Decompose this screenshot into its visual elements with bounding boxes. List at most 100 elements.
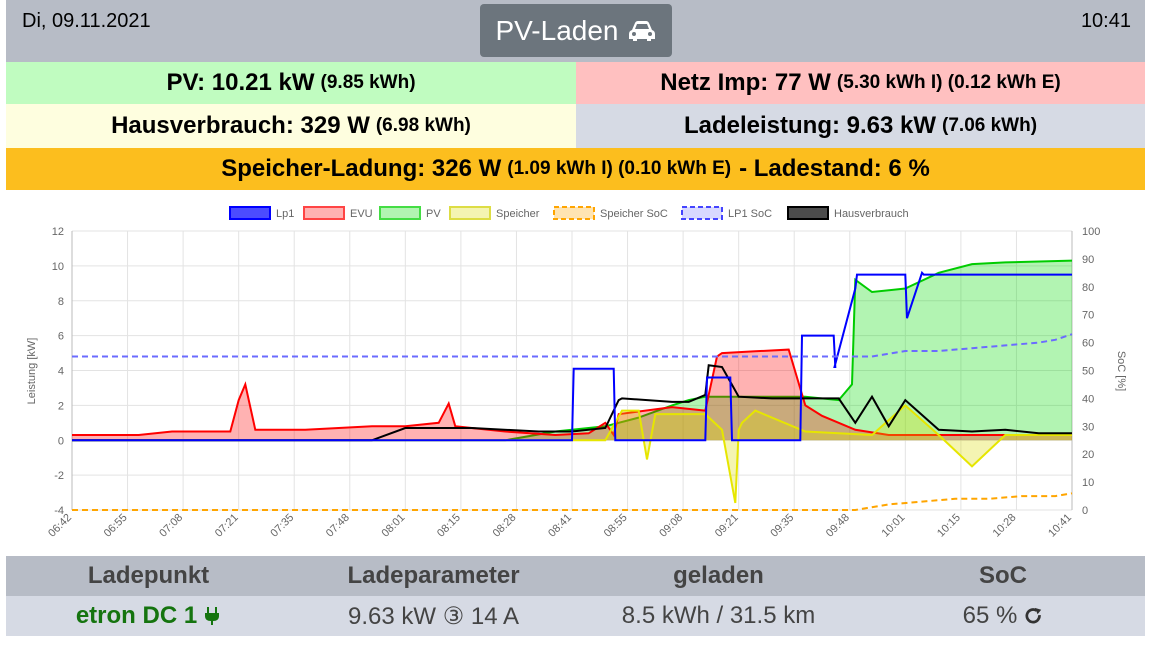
legend-swatch-lp1-soc [681, 206, 723, 220]
x-tick-label: 07:48 [324, 512, 352, 540]
header-geladen: geladen [673, 562, 764, 589]
y-tick-label: 6 [58, 331, 64, 343]
legend-swatch-pv [379, 206, 421, 220]
charging-power: Ladeleistung: 9.63 kW [683, 112, 937, 139]
grid-summary: Netz Imp: 77 W (5.30 kWh I) (0.12 kWh E) [576, 62, 1145, 104]
y-tick-label: -2 [54, 470, 64, 482]
legend-swatch-speicher [449, 206, 491, 220]
y2-tick-label: 30 [1082, 421, 1094, 433]
charging-summary: Ladeleistung: 9.63 kW (7.06 kWh) [576, 104, 1145, 148]
summary-row-2: Hausverbrauch: 329 W (6.98 kWh) Ladeleis… [6, 104, 1145, 148]
loadpoint-table-header: Ladepunkt Ladeparameter geladen SoC [6, 556, 1145, 596]
y-tick-label: -4 [54, 505, 64, 517]
pv-energy: (9.85 kWh) [320, 72, 416, 93]
y2-tick-label: 80 [1082, 282, 1094, 294]
legend-label-speicher-soc: Speicher SoC [600, 208, 668, 220]
legend-swatch-speicher-soc [553, 206, 595, 220]
charge-mode-button[interactable]: PV-Laden [480, 4, 672, 57]
x-tick-label: 07:08 [157, 512, 185, 540]
loadpoint-name: etron DC 1 [75, 602, 198, 629]
y-tick-label: 2 [58, 400, 64, 412]
y2-tick-label: 20 [1082, 449, 1094, 461]
header-bar: Di, 09.11.2021 PV-Laden 10:41 [6, 0, 1145, 62]
refresh-icon[interactable] [1025, 606, 1043, 626]
y2-tick-label: 10 [1082, 477, 1094, 489]
x-tick-label: 07:35 [268, 512, 296, 540]
loadpoint-params: 9.63 kW ③ 14 A [348, 602, 519, 630]
x-tick-label: 09:48 [824, 512, 852, 540]
y2-axis-label: SoC [%] [1115, 351, 1127, 391]
x-tick-label: 07:21 [213, 512, 241, 540]
legend-label-lp1: Lp1 [276, 208, 294, 220]
x-tick-label: 08:41 [546, 512, 574, 540]
date-label: Di, 09.11.2021 [22, 10, 151, 32]
y2-tick-label: 50 [1082, 366, 1094, 378]
series-line-speicher [72, 404, 1072, 504]
charge-mode-label: PV-Laden [495, 14, 619, 46]
loadpoint-charged: 8.5 kWh / 31.5 km [621, 602, 816, 629]
storage-level: - Ladestand: 6 % [739, 155, 930, 182]
x-tick-label: 10:28 [991, 512, 1019, 540]
y-tick-label: 10 [52, 261, 64, 273]
y-tick-label: 8 [58, 296, 64, 308]
series-line-hausverbrauch [72, 364, 1072, 442]
pv-summary: PV: 10.21 kW (9.85 kWh) [6, 62, 576, 104]
loadpoint-soc-value: 65 % [962, 602, 1018, 629]
y-tick-label: 12 [52, 226, 64, 238]
x-tick-label: 08:28 [491, 512, 519, 540]
pv-power: PV: 10.21 kW [166, 69, 315, 96]
x-tick-label: 10:15 [935, 512, 963, 540]
series-line-lp1-soc [72, 333, 1073, 358]
legend-label-lp1-soc: LP1 SoC [728, 208, 772, 220]
charging-energy: (7.06 kWh) [942, 115, 1038, 136]
grid-power: Netz Imp: 77 W [660, 69, 831, 96]
storage-energy: (1.09 kWh I) (0.10 kWh E) [507, 158, 732, 179]
legend-label-pv: PV [426, 208, 441, 220]
x-tick-label: 08:01 [380, 512, 408, 540]
y2-tick-label: 40 [1082, 393, 1094, 405]
x-tick-label: 08:55 [602, 512, 630, 540]
header-soc: SoC [979, 562, 1027, 589]
legend-label-hausverbrauch: Hausverbrauch [834, 208, 909, 220]
y2-tick-label: 70 [1082, 310, 1094, 322]
house-summary: Hausverbrauch: 329 W (6.98 kWh) [6, 104, 576, 148]
series-line-lp1 [72, 270, 1072, 442]
y2-tick-label: 0 [1082, 505, 1088, 517]
series-area-pv [72, 260, 1072, 441]
storage-power: Speicher-Ladung: 326 W [221, 155, 502, 182]
summary-row-3: Speicher-Ladung: 326 W (1.09 kWh I) (0.1… [6, 148, 1145, 190]
plug-icon [205, 607, 220, 625]
x-tick-label: 09:21 [713, 512, 741, 540]
y-tick-label: 4 [58, 366, 64, 378]
legend-label-speicher: Speicher [496, 208, 540, 220]
x-tick-label: 06:42 [46, 512, 74, 540]
legend-swatch-lp1 [229, 206, 271, 220]
power-chart: 121086420-2-4100908070605040302010006:42… [26, 206, 1127, 540]
series-line-speicher-soc [72, 492, 1073, 511]
y-axis-label: Leistung [kW] [26, 338, 38, 405]
x-tick-label: 06:55 [102, 512, 130, 540]
house-energy: (6.98 kWh) [375, 115, 471, 136]
summary-row-1: PV: 10.21 kW (9.85 kWh) Netz Imp: 77 W (… [6, 62, 1145, 104]
header-ladeparameter: Ladeparameter [347, 562, 520, 589]
y2-tick-label: 60 [1082, 338, 1094, 350]
house-power: Hausverbrauch: 329 W [111, 112, 370, 139]
x-tick-label: 09:08 [657, 512, 685, 540]
legend-swatch-hausverbrauch [787, 206, 829, 220]
x-tick-label: 09:35 [768, 512, 796, 540]
car-icon [628, 20, 655, 41]
series-area-evu [72, 349, 1072, 441]
y2-tick-label: 100 [1082, 226, 1100, 238]
x-tick-label: 08:15 [435, 512, 463, 540]
header-ladepunkt: Ladepunkt [87, 562, 210, 589]
legend-label-evu: EVU [350, 208, 373, 220]
loadpoint-row: etron DC 1 9.63 kW ③ 14 A 8.5 kWh / 31.5… [6, 596, 1145, 636]
x-tick-label: 10:01 [880, 512, 908, 540]
clock-label: 10:41 [1080, 10, 1131, 32]
legend-swatch-evu [303, 206, 345, 220]
grid-energy: (5.30 kWh I) (0.12 kWh E) [836, 72, 1061, 93]
loadpoint-soc: 65 % [861, 596, 1145, 636]
loadpoint-name-button[interactable]: etron DC 1 [6, 596, 291, 636]
storage-summary: Speicher-Ladung: 326 W (1.09 kWh I) (0.1… [6, 148, 1145, 190]
y-tick-label: 0 [58, 435, 64, 447]
